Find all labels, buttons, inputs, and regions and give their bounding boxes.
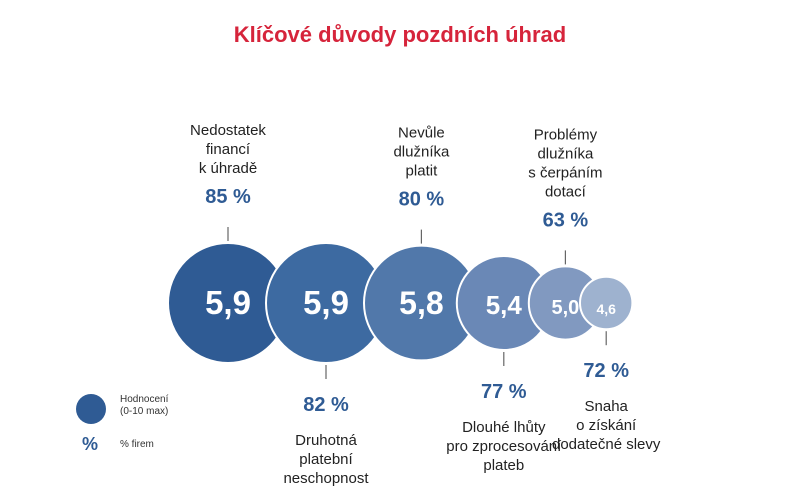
- legend-circle-icon: [76, 394, 106, 424]
- legend-pct-label: % firem: [120, 439, 154, 450]
- percent-label: 77 %: [481, 381, 527, 403]
- bubble-score-label: 5,4: [486, 290, 523, 320]
- reason-label: o získání: [576, 417, 637, 434]
- bubble-group: [167, 242, 634, 364]
- legend-circle-label: Hodnocení (0-10 max): [120, 394, 169, 417]
- legend: Hodnocení (0-10 max) % % firem: [76, 386, 226, 456]
- reason-label: platební: [299, 451, 353, 468]
- reason-label: Nedostatek: [190, 122, 266, 139]
- bubble-score-label: 4,6: [596, 301, 616, 317]
- reason-label: Nevůle: [398, 125, 445, 142]
- percent-label: 85 %: [205, 186, 251, 208]
- reason-label: s čerpáním: [528, 164, 602, 181]
- reason-label: pro zprocesování: [446, 438, 562, 455]
- reason-label: Druhotná: [295, 432, 357, 449]
- reason-label: dlužníka: [537, 145, 594, 162]
- legend-pct-symbol: %: [82, 434, 99, 454]
- percent-label: 72 %: [583, 360, 629, 382]
- bubble-score-label: 5,9: [303, 284, 349, 321]
- reason-label: dlužníka: [393, 144, 450, 161]
- percent-label: 82 %: [303, 394, 349, 416]
- reason-label: platit: [406, 163, 439, 180]
- reason-label: Problémy: [534, 126, 598, 143]
- reason-label: neschopnost: [283, 470, 369, 487]
- chart-title: Klíčové důvody pozdních úhrad: [233, 22, 567, 47]
- reason-label: Dlouhé lhůty: [462, 419, 546, 436]
- reason-label: k úhradě: [199, 160, 257, 177]
- reason-label: dotací: [545, 183, 587, 200]
- reason-label: dodatečné slevy: [552, 436, 661, 453]
- percent-label: 63 %: [543, 209, 589, 231]
- bubble-score-label: 5,0: [551, 297, 579, 319]
- annotation-group: 5,9 85 % Nedostatek financí k úhradě 5,9 82 % D…: [190, 122, 661, 487]
- reason-label: plateb: [483, 457, 524, 474]
- reason-label: Snaha: [585, 398, 629, 415]
- percent-label: 80 %: [399, 189, 445, 211]
- reason-label: financí: [206, 141, 251, 158]
- bubble: [579, 275, 634, 331]
- bubble-score-label: 5,8: [399, 285, 443, 321]
- bubble-score-label: 5,9: [205, 284, 251, 321]
